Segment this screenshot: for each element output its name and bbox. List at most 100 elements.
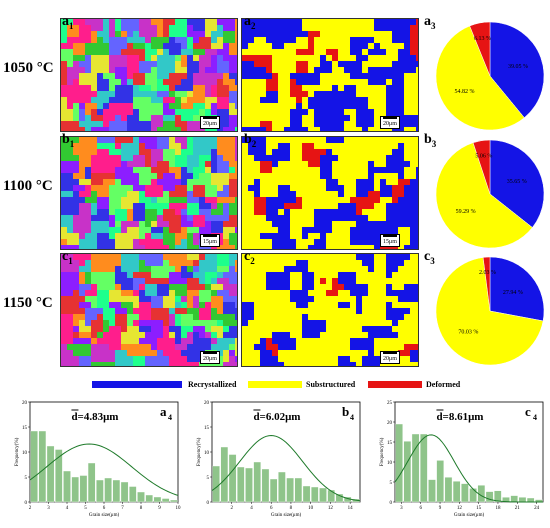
hist-bar xyxy=(253,461,262,503)
histogram-panel-label: a xyxy=(160,404,167,419)
pie-label-recrystallized: 35.65 % xyxy=(507,179,527,185)
ebsd-scale-1: 15μm xyxy=(200,234,220,247)
row-label-1050: 1050 °C xyxy=(3,60,54,76)
x-tick-label: 6 xyxy=(103,506,106,511)
x-tick-label: 8 xyxy=(140,506,143,511)
hist-bar xyxy=(153,496,162,503)
y-tick-label: 20 xyxy=(204,401,210,406)
x-axis-label: Grain size(μm) xyxy=(89,513,120,518)
hist-bar xyxy=(170,499,178,503)
x-tick-label: 2 xyxy=(29,506,32,511)
hist-bar xyxy=(461,483,469,503)
histogram-panel-label: b xyxy=(342,404,349,419)
hist-bar xyxy=(38,430,47,503)
phase-map-0 xyxy=(241,18,419,132)
ebsd-map-2 xyxy=(60,253,238,367)
y-tick-label: 15 xyxy=(387,441,393,446)
x-tick-label: 14 xyxy=(348,506,354,511)
pie-panel-label-2: c3 xyxy=(424,249,435,266)
x-tick-label: 10 xyxy=(176,506,182,511)
legend-label-deformed: Deformed xyxy=(426,380,461,389)
pie-slice-substructured xyxy=(435,142,533,249)
phase-panel-label-1: b2 xyxy=(244,132,257,149)
hist-bar xyxy=(104,477,112,503)
x-tick-label: 6 xyxy=(270,506,273,511)
hist-bar xyxy=(269,478,278,503)
histogram-panel-sub: 4 xyxy=(168,413,172,422)
pie-slice-deformed xyxy=(472,139,491,195)
pie-slice-substructured xyxy=(435,257,544,366)
pie-label-recrystallized: 27.94 % xyxy=(503,290,523,296)
hist-bar xyxy=(444,476,453,503)
x-tick-label: 9 xyxy=(439,506,442,511)
y-axis-label: Frequency(%) xyxy=(197,437,202,466)
hist-bar xyxy=(510,495,519,503)
hist-bar xyxy=(526,497,535,503)
hist-bar xyxy=(335,493,344,503)
hist-bar xyxy=(518,496,527,503)
legend-swatch-deformed xyxy=(368,381,422,388)
x-tick-label: 5 xyxy=(84,506,87,511)
y-tick-label: 25 xyxy=(387,401,393,406)
hist-bar xyxy=(112,479,121,503)
x-tick-label: 8 xyxy=(290,506,293,511)
hist-bar xyxy=(87,462,96,503)
hist-bar xyxy=(403,441,412,503)
y-tick-label: 20 xyxy=(22,401,28,406)
hist-bar xyxy=(278,471,286,503)
mean-annotation: d=8.61μm xyxy=(436,411,483,423)
hist-bar xyxy=(452,480,461,503)
x-tick-label: 4 xyxy=(66,506,69,511)
x-tick-label: 18 xyxy=(495,506,501,511)
y-tick-label: 15 xyxy=(204,426,210,431)
histogram-panel-sub: 4 xyxy=(533,413,537,422)
legend-label-recrystallized: Recrystallized xyxy=(188,380,237,389)
y-tick-label: 5 xyxy=(25,476,28,481)
legend-swatch-substructured xyxy=(248,381,302,388)
x-axis-label: Grain size(μm) xyxy=(454,513,485,518)
hist-bar xyxy=(286,477,294,503)
hist-bar xyxy=(327,489,336,503)
hist-bar xyxy=(294,477,303,503)
hist-bar xyxy=(145,494,154,503)
hist-bar xyxy=(261,468,270,503)
pie-slice-recrystallized xyxy=(489,21,545,119)
y-tick-label: 0 xyxy=(207,501,210,506)
x-tick-label: 21 xyxy=(515,506,521,511)
hist-bar xyxy=(46,445,55,503)
x-tick-label: 7 xyxy=(121,506,124,511)
hist-bar xyxy=(485,491,494,503)
hist-bar xyxy=(245,467,253,503)
hist-bar xyxy=(30,430,38,503)
hist-bar xyxy=(395,423,403,503)
y-tick-label: 15 xyxy=(22,426,28,431)
hist-bar xyxy=(120,481,129,503)
pie-label-deformed: 2.03 % xyxy=(479,270,496,276)
x-tick-label: 12 xyxy=(328,506,334,511)
pie-panel-label-0: a3 xyxy=(424,14,436,31)
row-label-1150: 1150 °C xyxy=(3,295,53,311)
pie-chart-1: 35.65 % 59.29 % 5.06 % xyxy=(434,138,546,255)
pie-chart-2: 27.94 % 70.03 % 2.03 % xyxy=(434,255,546,372)
pie-label-substructured: 70.03 % xyxy=(458,329,478,335)
hist-bar xyxy=(71,476,80,503)
hist-bar xyxy=(63,470,71,503)
x-tick-label: 6 xyxy=(419,506,422,511)
y-tick-label: 10 xyxy=(387,461,393,466)
x-axis-label: Grain size(μm) xyxy=(271,513,302,518)
fit-curve xyxy=(29,443,179,496)
pie-label-deformed: 5.06 % xyxy=(475,154,492,160)
ebsd-map-1 xyxy=(60,136,238,250)
histogram-panel-sub: 4 xyxy=(350,413,354,422)
ebsd-map-0 xyxy=(60,18,238,132)
phase-scale-0: 20μm xyxy=(380,116,400,129)
phase-panel-label-0: a2 xyxy=(244,14,256,31)
y-axis-label: Frequency(%) xyxy=(15,437,20,466)
y-tick-label: 0 xyxy=(390,501,393,506)
histogram-a: 2 3 4 5 6 7 8 9 10 0 5 10 15 20 Grain size(μm) Frequenc… xyxy=(15,401,181,518)
y-tick-label: 10 xyxy=(22,451,28,456)
y-tick-label: 0 xyxy=(25,501,28,506)
fit-curve xyxy=(394,434,544,503)
phase-map-1 xyxy=(241,136,419,250)
